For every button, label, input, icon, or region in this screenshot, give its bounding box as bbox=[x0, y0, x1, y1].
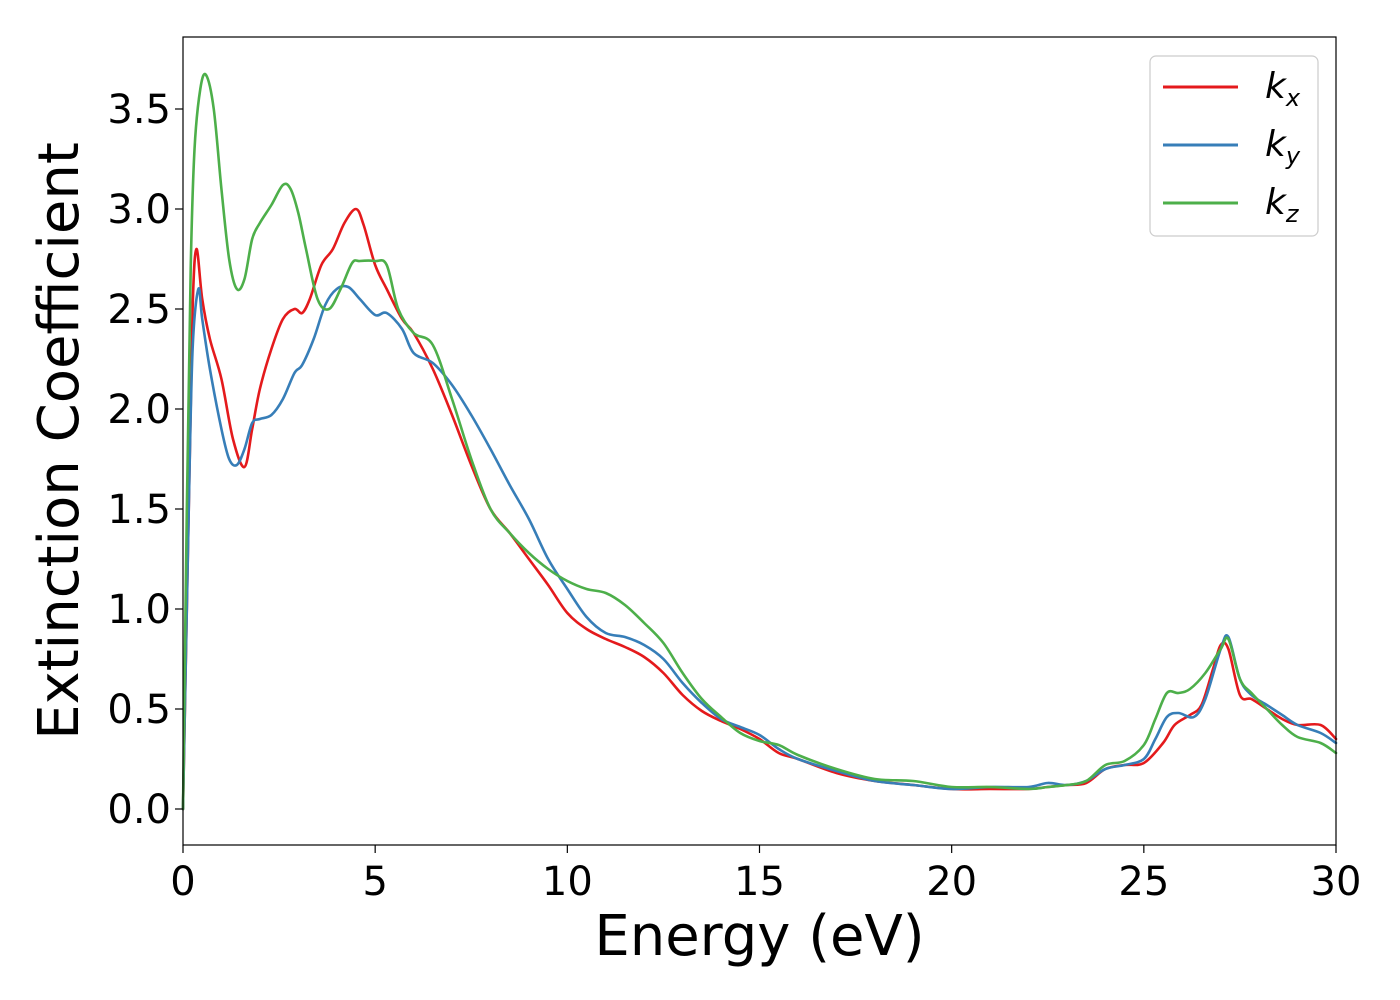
x-tick-label: 25 bbox=[1118, 859, 1169, 905]
legend-label-kz: kz bbox=[1265, 182, 1300, 228]
x-tick-label: 30 bbox=[1311, 859, 1362, 905]
x-tick-label: 20 bbox=[926, 859, 977, 905]
y-tick-label: 2.5 bbox=[107, 287, 171, 333]
series-line-kx bbox=[181, 207, 1338, 811]
series-line-kz bbox=[181, 72, 1338, 811]
y-tick-label: 0.0 bbox=[107, 787, 171, 833]
legend: kx ky kz bbox=[1149, 55, 1319, 237]
x-tick-label: 15 bbox=[734, 859, 785, 905]
x-tick-label: 0 bbox=[170, 859, 195, 905]
y-tick-label: 3.5 bbox=[107, 87, 171, 133]
y-tick-label: 0.5 bbox=[107, 687, 171, 733]
series-layer bbox=[181, 72, 1338, 811]
series-line-ky bbox=[181, 284, 1338, 811]
y-axis-title: Extinction Coefficient bbox=[27, 142, 92, 740]
y-tick-label: 2.0 bbox=[107, 387, 171, 433]
legend-label-ky: ky bbox=[1265, 124, 1301, 170]
y-tick-label: 1.0 bbox=[107, 587, 171, 633]
x-tick-label: 5 bbox=[362, 859, 387, 905]
y-tick-label: 3.0 bbox=[107, 187, 171, 233]
legend-label-kx: kx bbox=[1265, 66, 1301, 112]
x-axis-ticks: 0 5 10 15 20 25 30 bbox=[170, 845, 1361, 905]
x-axis-title: Energy (eV) bbox=[594, 904, 924, 969]
x-tick-label: 10 bbox=[542, 859, 593, 905]
y-axis-ticks: 0.0 0.5 1.0 1.5 2.0 2.5 3.0 3.5 bbox=[107, 87, 183, 833]
y-tick-label: 1.5 bbox=[107, 487, 171, 533]
